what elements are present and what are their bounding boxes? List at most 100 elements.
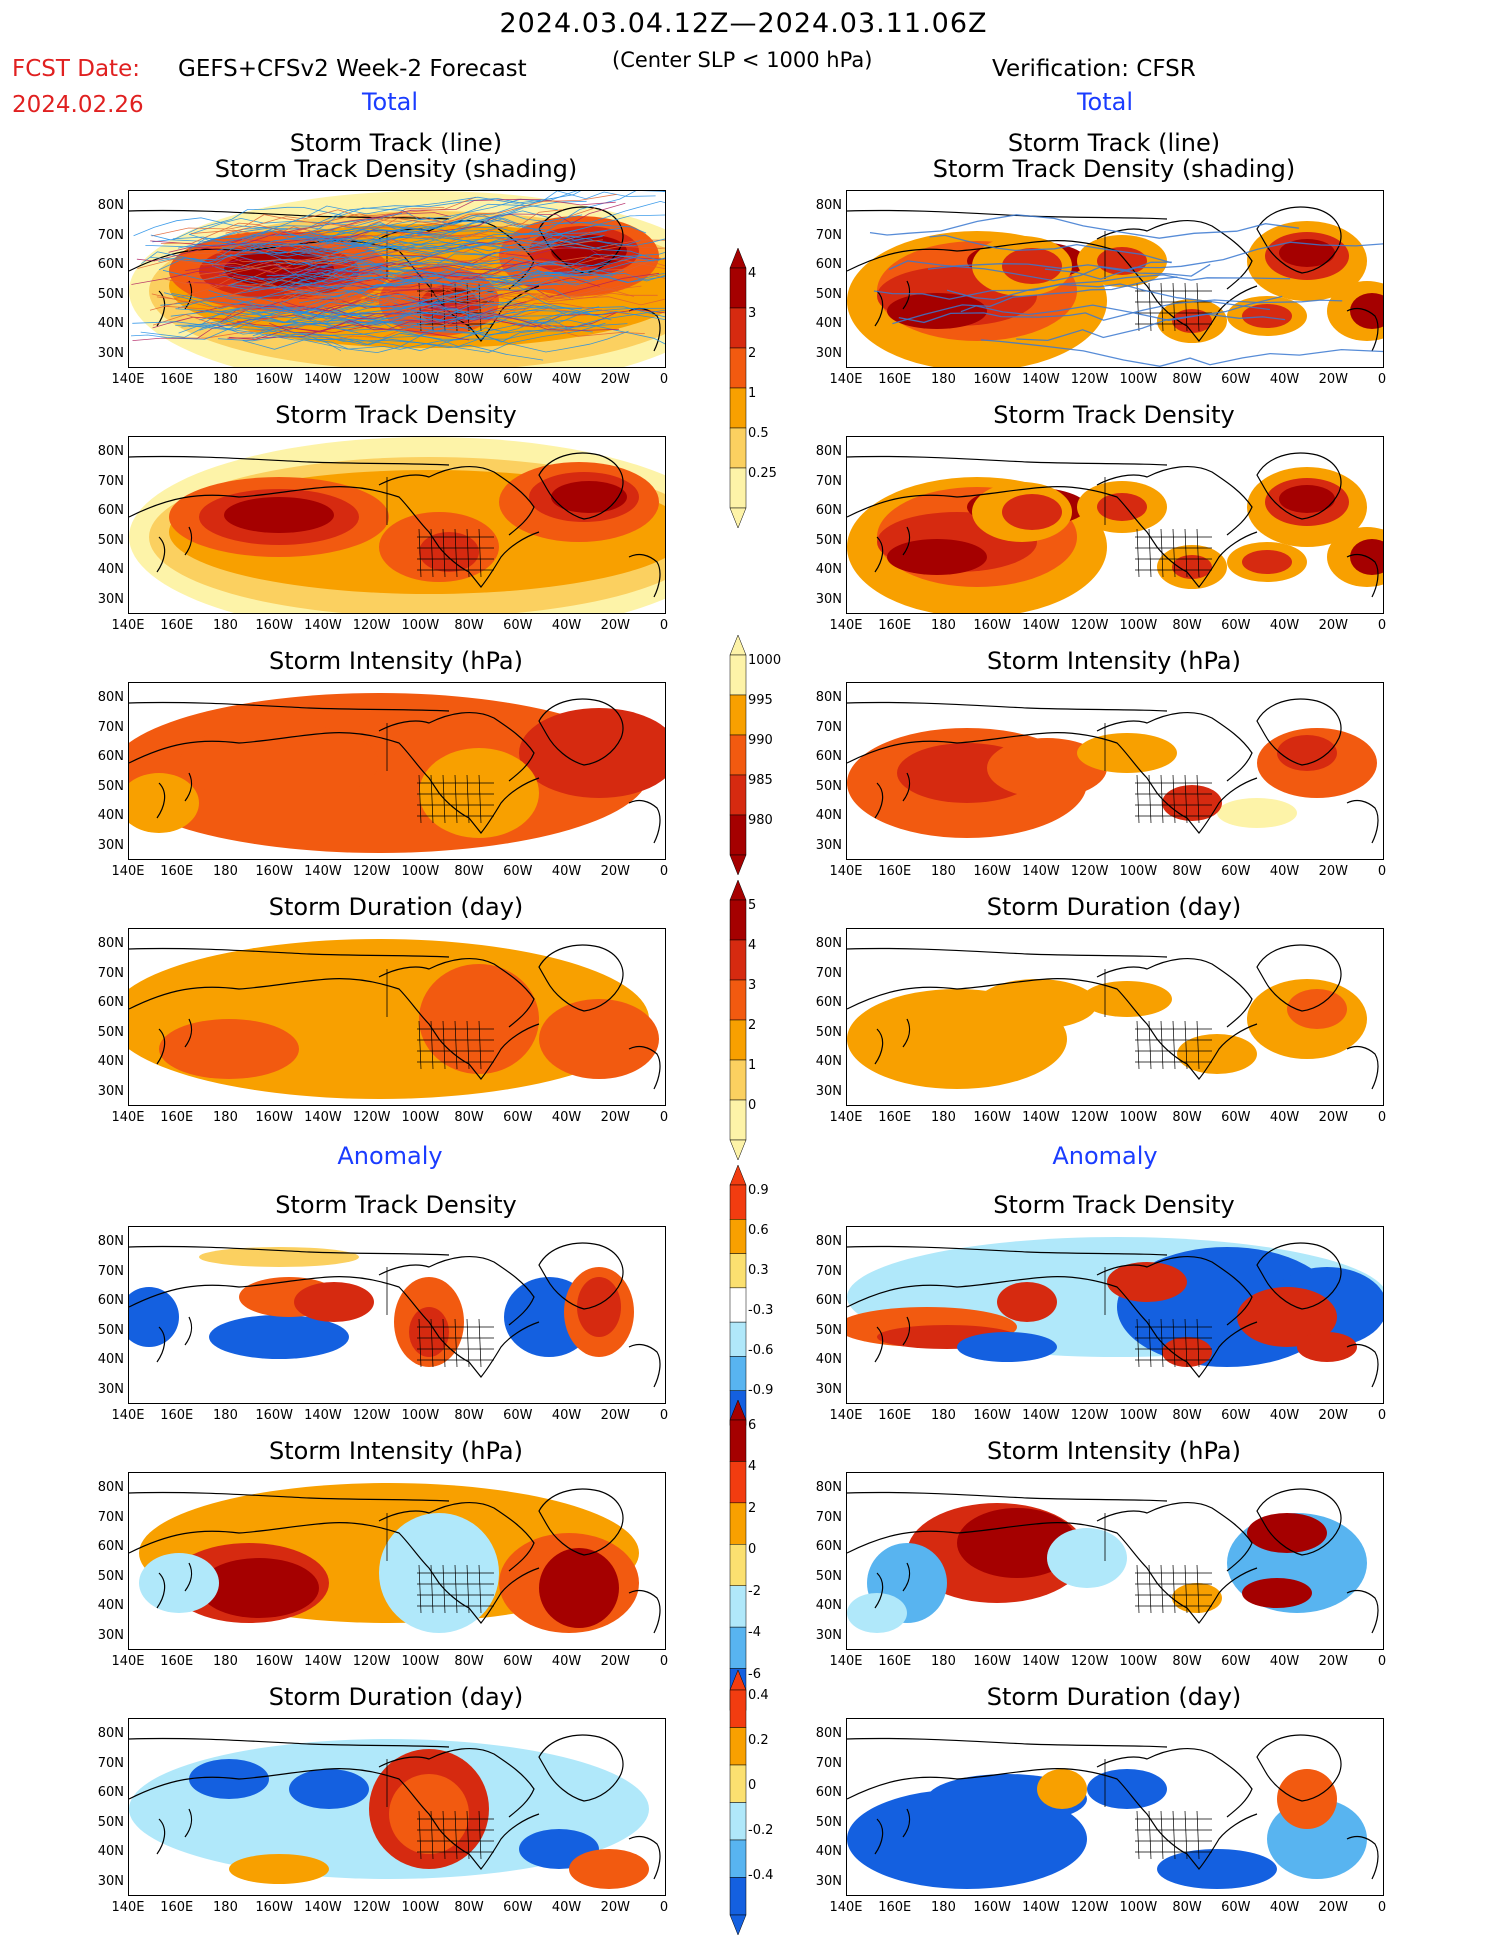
shading-blob: [1237, 1287, 1337, 1347]
lon-label: 40W: [551, 1408, 582, 1423]
colorbar-swatch: [729, 1287, 747, 1323]
lon-label: 120W: [352, 1654, 391, 1669]
coastlines: [129, 1734, 661, 1880]
lon-label: 0: [1377, 864, 1387, 879]
lat-label: 40N: [97, 1352, 124, 1367]
colorbar-label: 990: [748, 733, 773, 748]
panel-title: Storm Intensity (hPa): [987, 1437, 1241, 1465]
shading-blob: [977, 979, 1097, 1029]
lon-label: 180: [213, 618, 238, 633]
shading-blob: [847, 1593, 907, 1633]
lon-label: 80W: [454, 372, 484, 387]
lat-label: 50N: [97, 1322, 124, 1338]
lon-label: 20W: [600, 1110, 630, 1125]
lon-label: 100W: [1119, 1408, 1158, 1423]
lon-label: 140W: [1022, 1408, 1060, 1423]
shading-blob: [1097, 493, 1147, 521]
lat-label: 40N: [97, 1598, 124, 1613]
lon-label: 100W: [401, 1900, 440, 1915]
colorbar-swatch: [729, 1544, 747, 1586]
state-boundaries: [1135, 1318, 1212, 1368]
shading-blob: [1172, 1583, 1222, 1613]
shading-blob: [887, 539, 987, 575]
map-panel: [128, 682, 666, 860]
lon-label: 60W: [1221, 618, 1251, 633]
colorbar-label: 0.2: [748, 1733, 769, 1748]
lon-label: 100W: [401, 372, 440, 387]
colorbar-swatch: [729, 694, 747, 736]
lon-label: 80W: [1172, 1654, 1202, 1669]
shading-blob: [199, 1558, 319, 1618]
lon-label: 180: [213, 1408, 238, 1423]
shading-blob: [139, 1553, 219, 1613]
lat-label: 50N: [97, 1024, 124, 1040]
lat-label: 30N: [815, 1381, 842, 1397]
lon-label: 80W: [454, 1900, 484, 1915]
lon-label: 160W: [255, 1408, 293, 1423]
shading-blob: [1242, 304, 1292, 328]
lat-label: 70N: [97, 965, 124, 981]
colorbar-label: -0.3: [748, 1303, 774, 1318]
shading-blob: [1217, 798, 1297, 828]
lat-label: 80N: [815, 690, 842, 705]
lon-label: 160W: [255, 864, 293, 879]
lat-label: 60N: [97, 1539, 124, 1554]
lon-label: 80W: [454, 1654, 484, 1669]
lon-label: 40W: [1269, 618, 1300, 633]
lat-label: 30N: [815, 591, 842, 607]
colorbar-label: 1000: [748, 653, 782, 668]
panel-title: Storm Track Density: [993, 1191, 1235, 1219]
colorbar-label: 3: [748, 306, 757, 321]
lon-label: 100W: [401, 864, 440, 879]
lat-label: 50N: [97, 1568, 124, 1584]
lat-label: 60N: [97, 1785, 124, 1800]
colorbar-label: 0.9: [748, 1183, 769, 1198]
lat-label: 60N: [815, 749, 842, 764]
colorbar-total-duration: [729, 880, 747, 1160]
shading-blob: [244, 1330, 334, 1354]
map-panel: [846, 682, 1384, 860]
map-panel: [128, 928, 666, 1106]
lon-label: 60W: [1221, 864, 1251, 879]
colorbar-swatch: [729, 1839, 747, 1878]
lon-label: 140E: [111, 1654, 145, 1669]
lat-label: 40N: [97, 808, 124, 823]
map-panel: [846, 928, 1384, 1106]
colorbar-label: 2: [748, 1018, 757, 1033]
lat-label: 60N: [815, 1293, 842, 1308]
lat-label: 80N: [815, 198, 842, 213]
panel-title: Storm Track Density: [275, 1191, 517, 1219]
colorbar-label: -0.6: [748, 1343, 774, 1358]
shading-blob: [957, 1332, 1057, 1362]
colorbar-swatch: [729, 1321, 747, 1357]
lon-label: 180: [931, 1900, 956, 1915]
lon-label: 20W: [1318, 864, 1348, 879]
lon-label: 160E: [160, 618, 194, 633]
lat-label: 80N: [97, 444, 124, 459]
colorbar-swatch: [729, 979, 747, 1021]
lon-label: 0: [659, 864, 669, 879]
lon-label: 160W: [973, 1900, 1011, 1915]
map-panel: [846, 436, 1384, 614]
lon-label: 100W: [401, 1408, 440, 1423]
lon-label: 60W: [1221, 372, 1251, 387]
lon-label: 140E: [829, 1900, 863, 1915]
lat-label: 40N: [815, 1054, 842, 1069]
lat-label: 50N: [97, 286, 124, 302]
shading-blob: [409, 1307, 449, 1357]
lon-label: 140W: [304, 1654, 342, 1669]
lon-label: 0: [1377, 618, 1387, 633]
shading-blob: [539, 999, 659, 1079]
panel-title: Storm Intensity (hPa): [269, 647, 523, 675]
panel-title: Storm Track Density: [275, 401, 517, 429]
lat-label: 80N: [815, 1726, 842, 1741]
state-boundaries: [1135, 528, 1212, 578]
map-panel: [128, 1472, 666, 1650]
colorbar-label: -0.4: [748, 1868, 774, 1883]
lon-label: 40W: [551, 1654, 582, 1669]
lat-label: 80N: [815, 444, 842, 459]
colorbar-label: 2: [748, 1500, 757, 1516]
lat-label: 30N: [97, 1873, 124, 1889]
colorbar-label: 4: [748, 266, 757, 281]
lat-label: 40N: [97, 1844, 124, 1859]
